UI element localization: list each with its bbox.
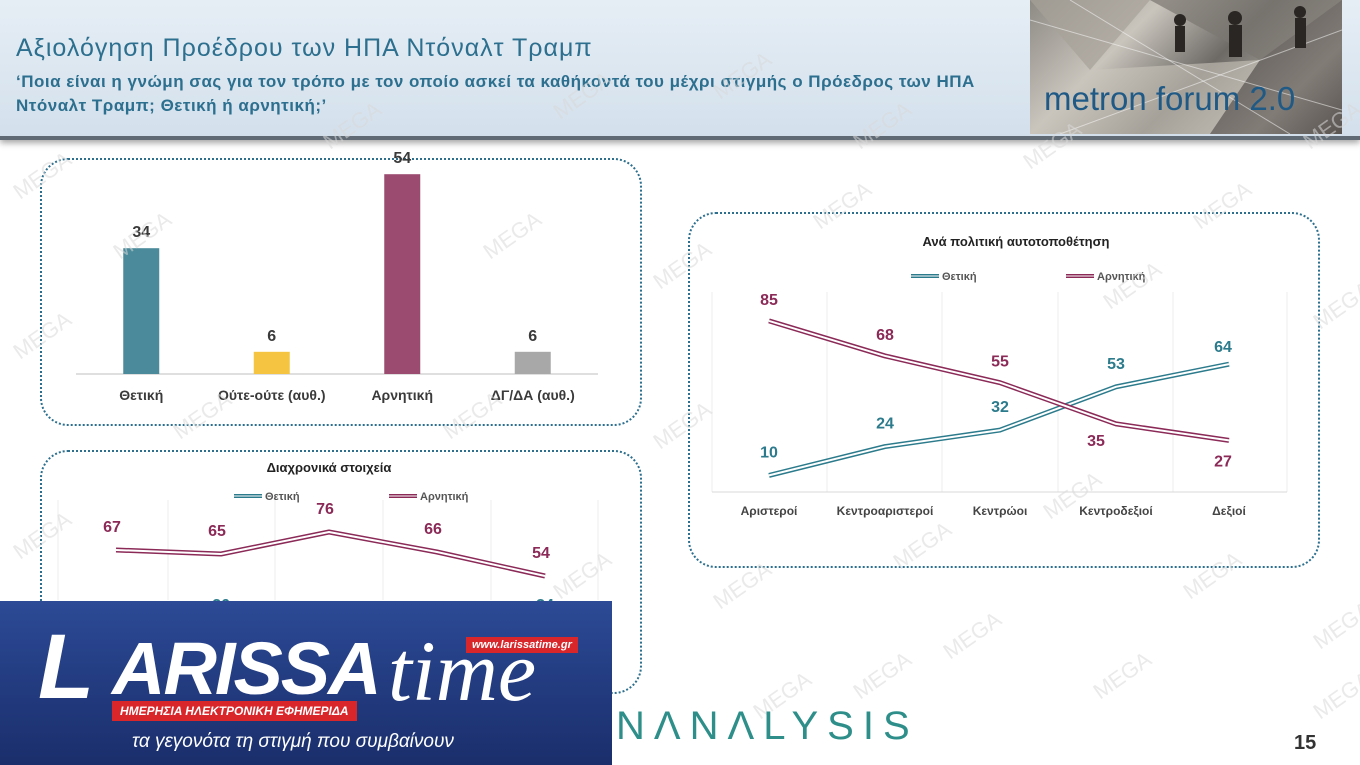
trend-data-label: 67 (103, 519, 121, 536)
trend-data-label: 54 (532, 545, 550, 562)
bar-value-label: 54 (393, 150, 411, 167)
trend-chart-title: Διαχρονικά στοιχεία (267, 460, 392, 475)
panel-ideology (688, 212, 1320, 568)
trend-data-label: 34 (536, 597, 554, 614)
bar-category-label: Ούτε-ούτε (αυθ.) (218, 387, 326, 403)
bar-category-label: Θετική (119, 387, 163, 403)
ideology-data-label: 53 (1107, 356, 1125, 373)
ideology-category-label: Δεξιοί (1212, 504, 1246, 518)
ideology-data-label: 35 (1087, 433, 1105, 450)
bar (123, 248, 160, 374)
ideology-data-label: 24 (876, 416, 894, 433)
ideology-line-chart: Ανά πολιτική αυτοτοποθέτηση Θετική Αρνητικ… (711, 234, 1288, 518)
trend-data-label: 26 (212, 597, 230, 614)
slide-title: Αξιολόγηση Προέδρου των ΗΠΑ Ντόναλτ Τραμ… (16, 34, 593, 62)
ideology-category-label: Κεντροαριστεροί (837, 504, 934, 518)
ideology-data-label: 85 (760, 292, 778, 309)
bar-category-label: ΔΓ/ΔΑ (αυθ.) (491, 387, 575, 403)
ideology-chart-title: Ανά πολιτική αυτοτοποθέτηση (923, 234, 1110, 249)
legend-label: Θετική (942, 271, 977, 283)
banner-url[interactable]: www.larissatime.gr (466, 637, 578, 653)
ideology-category-label: Κεντροδεξιοί (1079, 504, 1152, 518)
ideology-data-label: 32 (991, 399, 1009, 416)
ideology-data-label: 68 (876, 327, 894, 344)
trend-data-label: 76 (316, 501, 334, 518)
bar-value-label: 34 (132, 224, 150, 241)
brand-letter-l: L (38, 616, 95, 718)
bar-category-label: Αρνητική (371, 387, 433, 403)
legend-label: Αρνητική (420, 491, 469, 503)
legend-label: Αρνητική (1097, 271, 1146, 283)
logo-text: metron forum 2.0 (1044, 80, 1296, 117)
bar (384, 174, 421, 374)
bar (514, 351, 551, 374)
larissatime-banner[interactable]: L ARISSA time www.larissatime.gr ΗΜΕΡΗΣΙ… (0, 601, 612, 765)
ideology-category-label: Αριστεροί (741, 504, 798, 518)
ideology-data-label: 64 (1214, 339, 1232, 356)
trend-data-label: 66 (424, 521, 442, 538)
ideology-series-line-inner (768, 319, 1230, 442)
ideology-data-label: 55 (991, 354, 1009, 371)
trend-series-line-inner (115, 531, 546, 577)
brand-arissa: ARISSA (112, 627, 382, 710)
ideology-series-line-outer (768, 318, 1230, 443)
analysis-footer-brand: NΛNΛLYSIS (616, 704, 919, 748)
bar-value-label: 6 (267, 328, 276, 345)
legend-label: Θετική (265, 491, 300, 503)
banner-daily-label: ΗΜΕΡΗΣΙΑ ΗΛΕΚΤΡΟΝΙΚΗ ΕΦΗΜΕΡΙΔΑ (112, 701, 357, 721)
trend-line-chart: Διαχρονικά στοιχείαΘετικήΑρνητική2426182… (57, 460, 599, 614)
page-number: 15 (1294, 732, 1317, 754)
ideology-data-label: 10 (760, 444, 778, 461)
banner-slogan: τα γεγονότα τη στιγμή που συμβαίνουν (132, 731, 454, 752)
bar (253, 351, 290, 374)
metron-forum-logo: metron forum 2.0 (1030, 0, 1342, 134)
bar-value-label: 6 (528, 328, 537, 345)
trend-data-label: 65 (208, 523, 226, 540)
trend-series-line-outer (115, 529, 546, 579)
slide-subtitle: ‘Ποια είναι η γνώμη σας για τον τρόπο με… (16, 72, 975, 115)
logo-photo-graphic (1030, 0, 1342, 134)
ideology-data-label: 27 (1214, 453, 1232, 470)
bar-chart: 34 Θετική 6 Ούτε-ούτε (αυθ.) 54 Αρνητική 6 ΔΓ/Δ… (76, 150, 598, 403)
slide-header: Αξιολόγηση Προέδρου των ΗΠΑ Ντόναλτ Τραμ… (0, 0, 1360, 140)
ideology-series-line-inner (768, 363, 1230, 477)
ideology-category-label: Κεντρώοι (973, 504, 1028, 518)
